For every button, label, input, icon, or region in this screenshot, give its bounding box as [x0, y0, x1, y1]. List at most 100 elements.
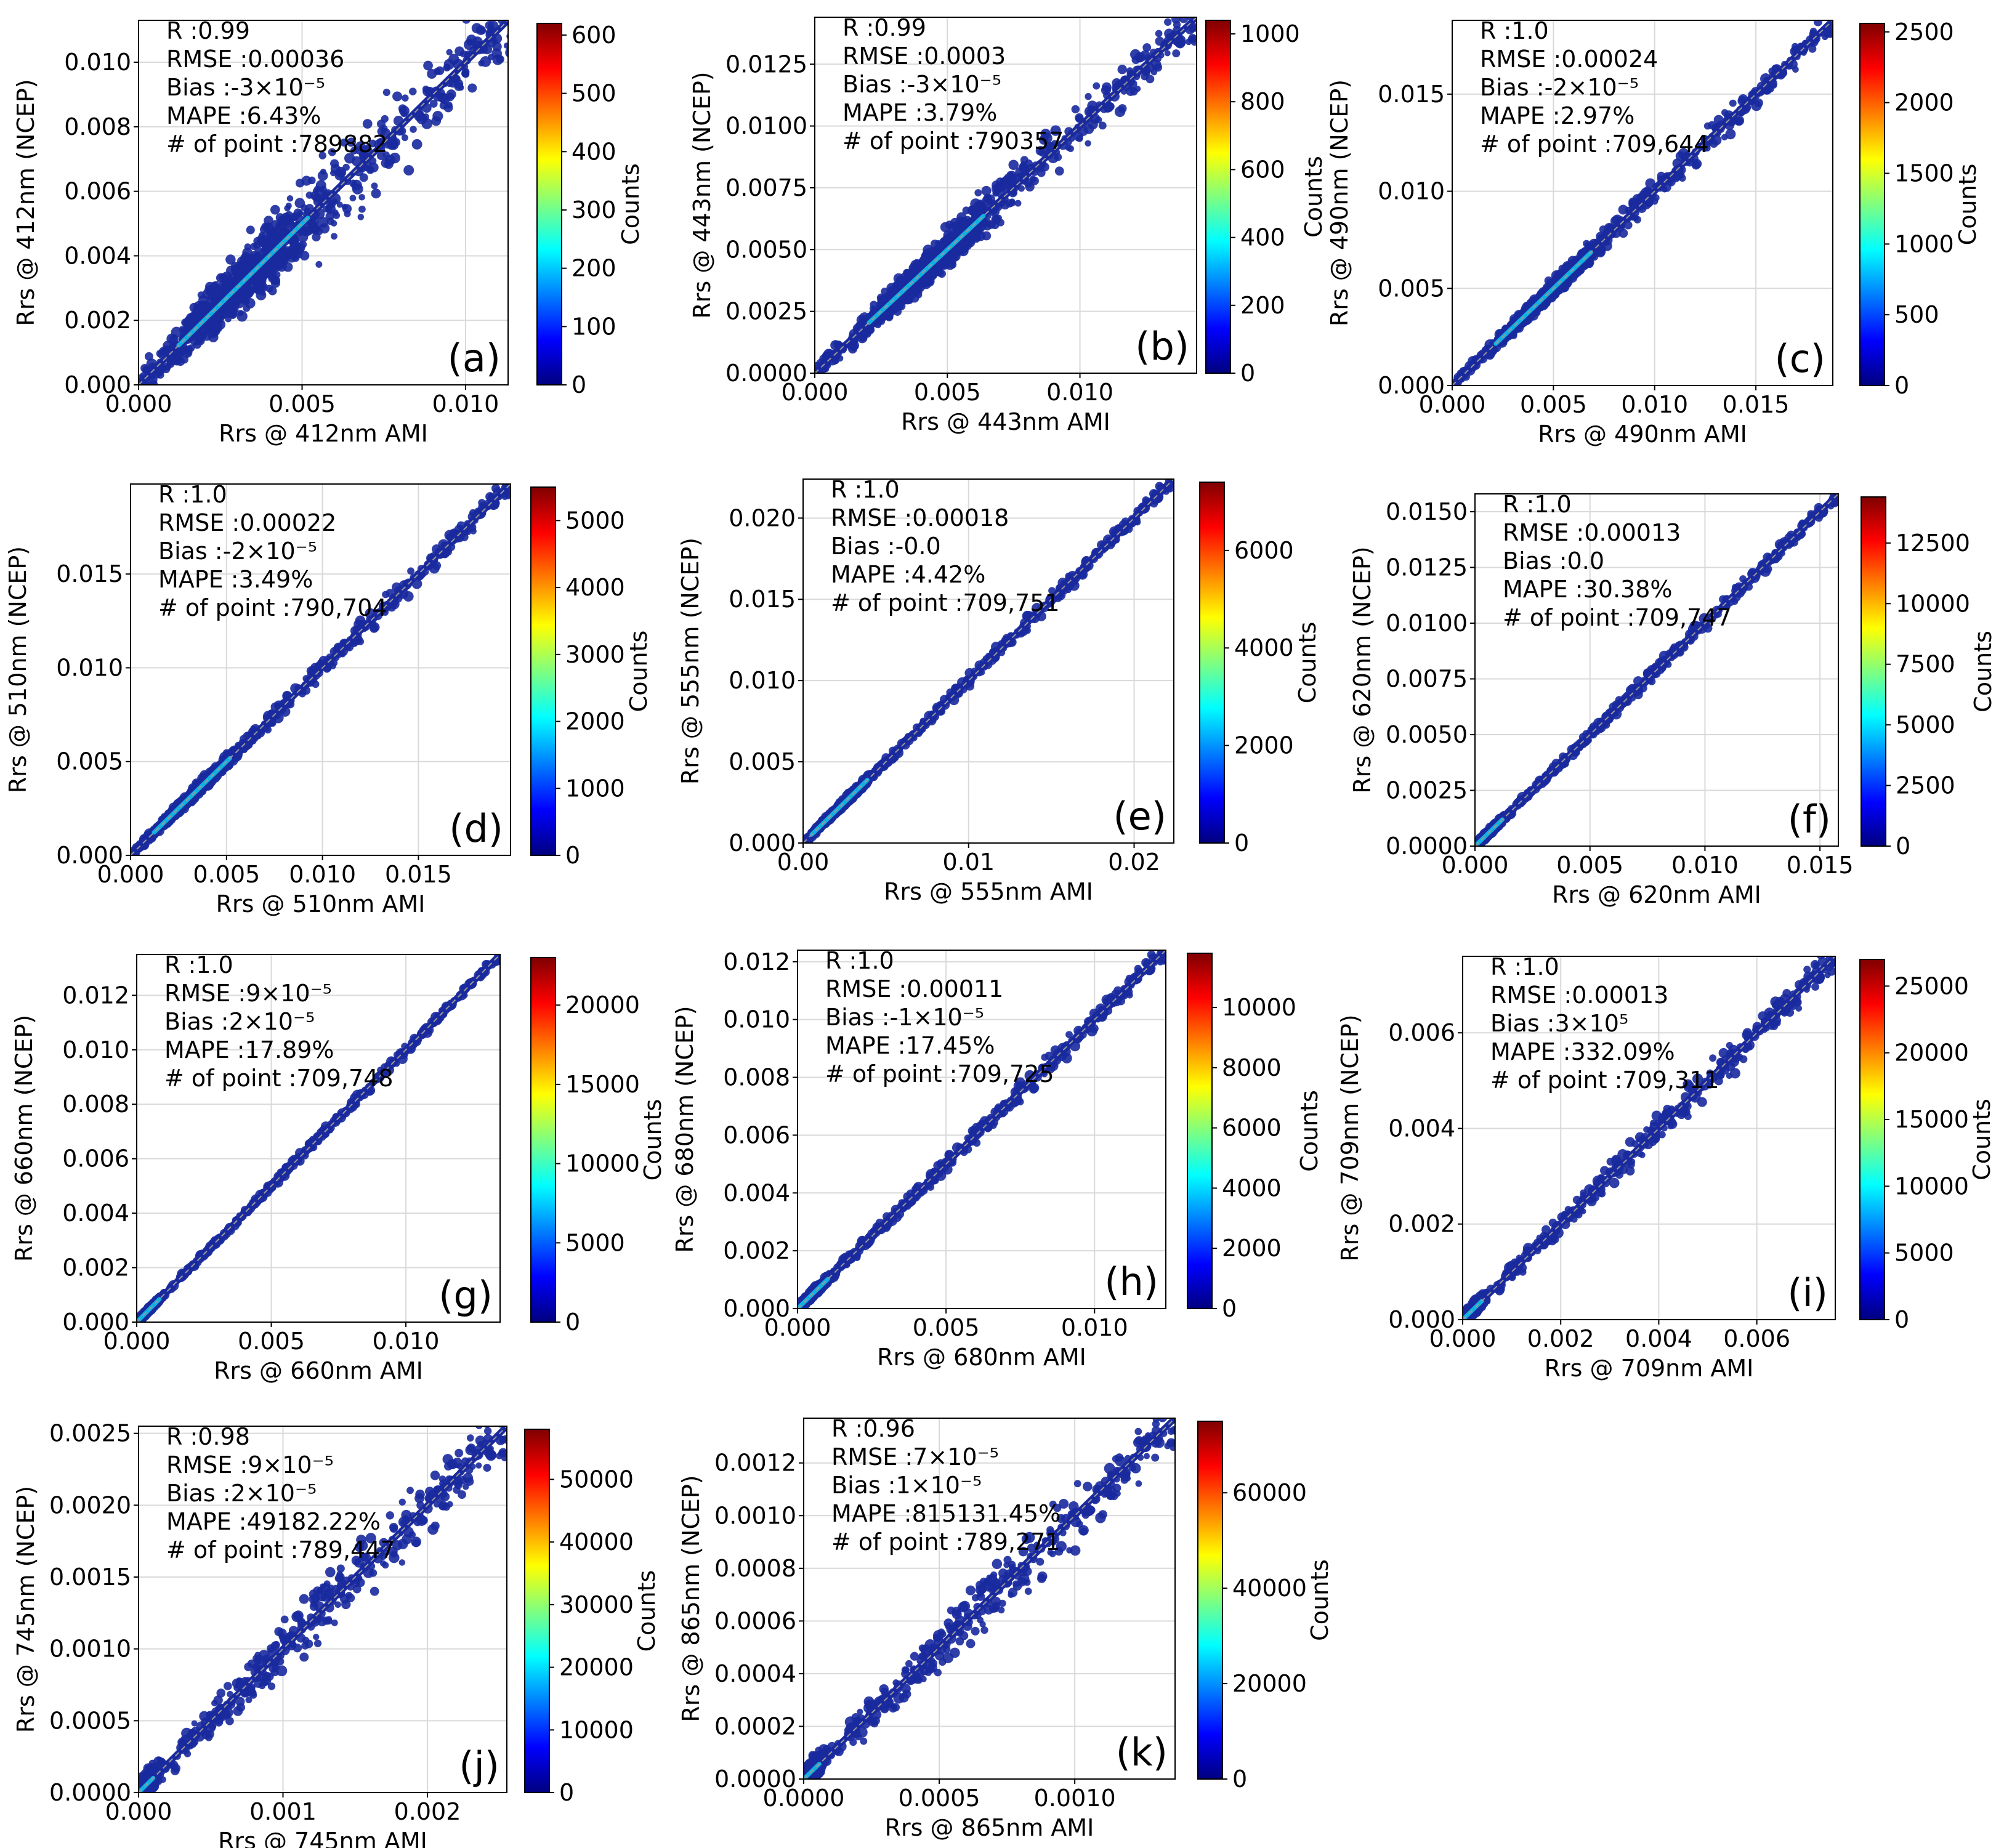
plot-frame — [138, 20, 509, 385]
colorbar-label: Counts — [633, 1570, 660, 1652]
x-tick-label: 0.000 — [1442, 852, 1509, 879]
plot-frame — [1474, 493, 1839, 847]
one-to-one-line — [139, 20, 508, 385]
plot-frame — [1462, 956, 1836, 1320]
x-tick-label: 0.010 — [1061, 1314, 1128, 1341]
y-tick-label: 0.002 — [62, 1254, 129, 1281]
y-axis-label: Rrs @ 490nm (NCEP) — [1326, 79, 1353, 326]
density-cloud — [1452, 20, 1833, 385]
y-axis-label: Rrs @ 660nm (NCEP) — [10, 1015, 38, 1262]
stat-line: # of point :789,271 — [831, 1528, 1061, 1555]
panel-label: (j) — [459, 1743, 499, 1788]
x-tick-label: 0.02 — [1108, 849, 1160, 876]
stat-line: MAPE :30.38% — [1503, 576, 1672, 603]
colorbar-tick-label: 300 — [572, 196, 616, 224]
colorbar-tick-label: 50000 — [559, 1466, 634, 1493]
y-tick-label: 0.020 — [729, 504, 796, 531]
x-axis-label: Rrs @ 490nm AMI — [1538, 421, 1747, 448]
y-tick-label: 0.000 — [1388, 1306, 1455, 1333]
x-tick-label: 0.006 — [1723, 1325, 1790, 1352]
y-tick-label: 0.006 — [62, 1145, 129, 1172]
colorbar-tick-label: 25000 — [1894, 972, 1969, 999]
colorbar — [524, 1429, 550, 1793]
panel-label: (h) — [1104, 1259, 1158, 1304]
x-axis-label: Rrs @ 412nm AMI — [219, 420, 428, 447]
y-tick-label: 0.010 — [62, 1036, 129, 1063]
x-tick-label: 0.005 — [1556, 852, 1623, 879]
colorbar-label: Counts — [617, 163, 644, 245]
x-tick-label: 0.005 — [1520, 391, 1587, 418]
colorbar-tick-label: 2500 — [1894, 18, 1954, 46]
stat-line: R :1.0 — [1480, 17, 1549, 44]
stat-line: Bias :3×10⁵ — [1490, 1010, 1628, 1037]
colorbar-tick-label: 800 — [1240, 88, 1285, 115]
y-tick-label: 0.006 — [64, 178, 131, 205]
y-tick-label: 0.015 — [56, 560, 123, 587]
x-tick-label: 0.005 — [913, 1314, 980, 1341]
stat-line: R :0.96 — [831, 1415, 915, 1442]
colorbar-tick-label: 1000 — [565, 775, 625, 802]
colorbar-tick-label: 0 — [1234, 829, 1249, 857]
panel-label: (k) — [1116, 1730, 1168, 1775]
stat-line: R :1.0 — [831, 476, 900, 503]
colorbar-tick-label: 0 — [559, 1779, 574, 1806]
stat-line: MAPE :3.79% — [842, 99, 997, 126]
density-cloud — [804, 1418, 1175, 1779]
y-tick-label: 0.0015 — [49, 1564, 131, 1591]
colorbar-label: Counts — [639, 1099, 666, 1181]
x-axis-label: Rrs @ 745nm AMI — [218, 1828, 427, 1848]
y-tick-label: 0.012 — [723, 948, 790, 975]
plot-frame — [130, 483, 511, 856]
stat-line: RMSE :0.00011 — [825, 975, 1003, 1003]
x-tick-label: 0.000 — [97, 861, 164, 888]
stat-line: Bias :-3×10⁻⁵ — [166, 74, 325, 101]
stat-line: Bias :-2×10⁻⁵ — [1480, 74, 1639, 101]
colorbar-tick-label: 15000 — [565, 1071, 640, 1098]
density-cloud — [1475, 494, 1838, 846]
colorbar-tick-label: 20000 — [559, 1654, 634, 1681]
stat-line: Bias :-3×10⁻⁵ — [842, 71, 1001, 98]
density-core — [1463, 1299, 1484, 1320]
stat-line: # of point :789882 — [166, 131, 387, 158]
y-tick-label: 0.0010 — [49, 1636, 131, 1663]
stat-line: RMSE :0.00036 — [166, 46, 344, 73]
panel-b: 0.000 0.005 0.010 0.0000 0.0025 0.0050 0.0075 0… — [689, 14, 1327, 435]
x-axis-label: Rrs @ 510nm AMI — [216, 890, 426, 918]
colorbar — [530, 486, 556, 856]
colorbar-tick-label: 10000 — [565, 1150, 640, 1177]
panel-label: (i) — [1787, 1270, 1828, 1315]
stat-line: RMSE :0.00013 — [1490, 982, 1668, 1009]
colorbar-label: Counts — [1968, 1099, 1995, 1180]
y-tick-label: 0.0000 — [725, 360, 807, 387]
y-tick-label: 0.004 — [1388, 1115, 1455, 1142]
plot-frame — [802, 478, 1174, 844]
colorbar — [1199, 482, 1225, 844]
y-tick-label: 0.002 — [723, 1237, 790, 1264]
density-cloud — [139, 20, 508, 385]
x-axis-label: Rrs @ 680nm AMI — [877, 1344, 1086, 1371]
panel-label: (b) — [1135, 324, 1189, 369]
colorbar-tick-label: 40000 — [559, 1528, 634, 1555]
y-axis-label: Rrs @ 510nm (NCEP) — [4, 546, 31, 793]
colorbar-label: Counts — [1300, 156, 1327, 238]
y-tick-label: 0.004 — [64, 242, 131, 269]
plot-frame — [797, 950, 1166, 1309]
stat-line: MAPE :17.89% — [164, 1036, 334, 1063]
stat-line: R :1.0 — [1490, 953, 1559, 980]
stat-line: # of point :789,447 — [166, 1536, 395, 1564]
y-tick-label: 0.0006 — [714, 1607, 796, 1634]
one-to-one-line — [131, 484, 511, 855]
colorbar-tick-label: 1500 — [1894, 159, 1954, 187]
density-cloud — [815, 17, 1197, 373]
y-tick-label: 0.006 — [1388, 1019, 1455, 1046]
x-tick-label: 0.01 — [942, 849, 995, 876]
y-tick-label: 0.0150 — [1386, 498, 1468, 525]
stat-line: R :0.98 — [166, 1423, 250, 1450]
y-tick-label: 0.005 — [56, 748, 123, 775]
colorbar-tick-label: 5000 — [565, 507, 625, 534]
y-axis-label: Rrs @ 745nm (NCEP) — [12, 1486, 39, 1733]
colorbar-tick-label: 1000 — [1894, 230, 1954, 257]
stat-line: MAPE :6.43% — [166, 102, 321, 129]
x-tick-label: 0.005 — [269, 390, 336, 418]
panel-label: (e) — [1113, 794, 1166, 839]
